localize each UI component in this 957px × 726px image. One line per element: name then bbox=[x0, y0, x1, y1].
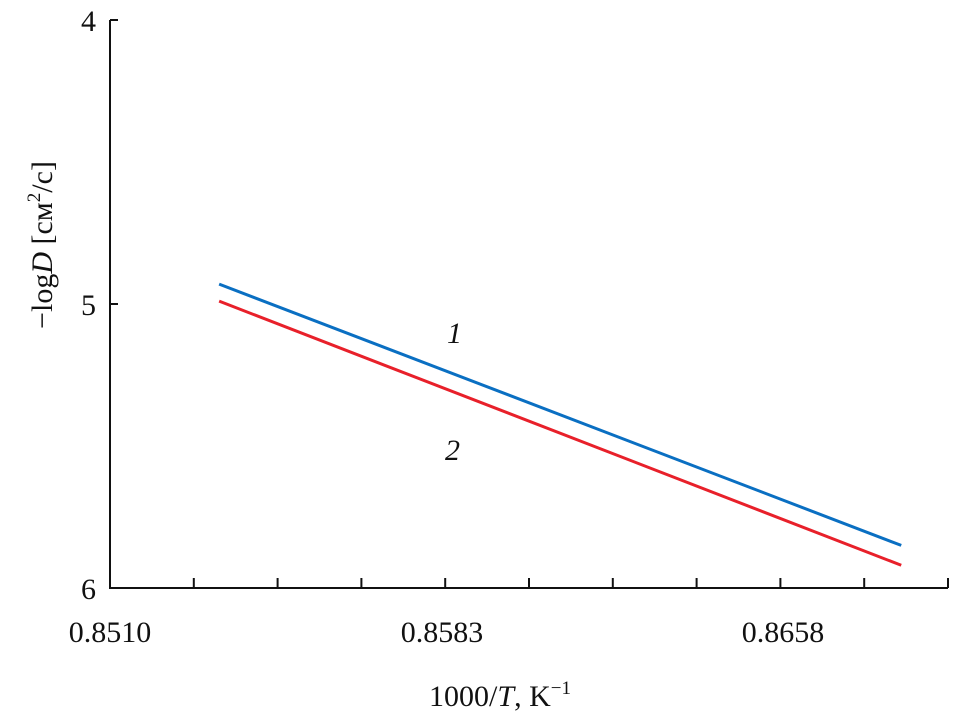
x-tick-label: 0.8583 bbox=[401, 616, 484, 649]
x-label-prefix: 1000/ bbox=[429, 680, 498, 713]
x-tick-label: 0.8658 bbox=[742, 616, 825, 649]
y-label-sup: 2 bbox=[24, 193, 45, 203]
y-tick-label: 5 bbox=[81, 289, 96, 322]
series-line-1 bbox=[218, 282, 902, 547]
x-axis-label: 1000/T, K−1 bbox=[429, 678, 571, 713]
y-tick-label: 4 bbox=[81, 5, 96, 38]
x-label-sup: −1 bbox=[551, 678, 571, 699]
y-label-prefix: −log bbox=[26, 274, 59, 329]
y-label-var: D bbox=[26, 252, 59, 275]
y-axis-label: −logD [см2/с] bbox=[24, 161, 59, 329]
y-label-unit-post: /с] bbox=[26, 161, 59, 193]
series-label-1: 1 bbox=[447, 317, 462, 350]
x-label-var: T bbox=[497, 680, 516, 713]
y-label-unit-pre: [см bbox=[26, 202, 59, 252]
series-line-2 bbox=[218, 299, 902, 567]
series-group bbox=[218, 282, 902, 567]
x-label-suffix: , K bbox=[514, 680, 551, 713]
series-label-2: 2 bbox=[445, 434, 460, 467]
y-tick-label: 6 bbox=[81, 573, 96, 606]
x-tick-label: 0.8510 bbox=[69, 616, 152, 649]
axes: 0.8510 0.8583 0.8658 4 5 6 bbox=[69, 5, 949, 649]
